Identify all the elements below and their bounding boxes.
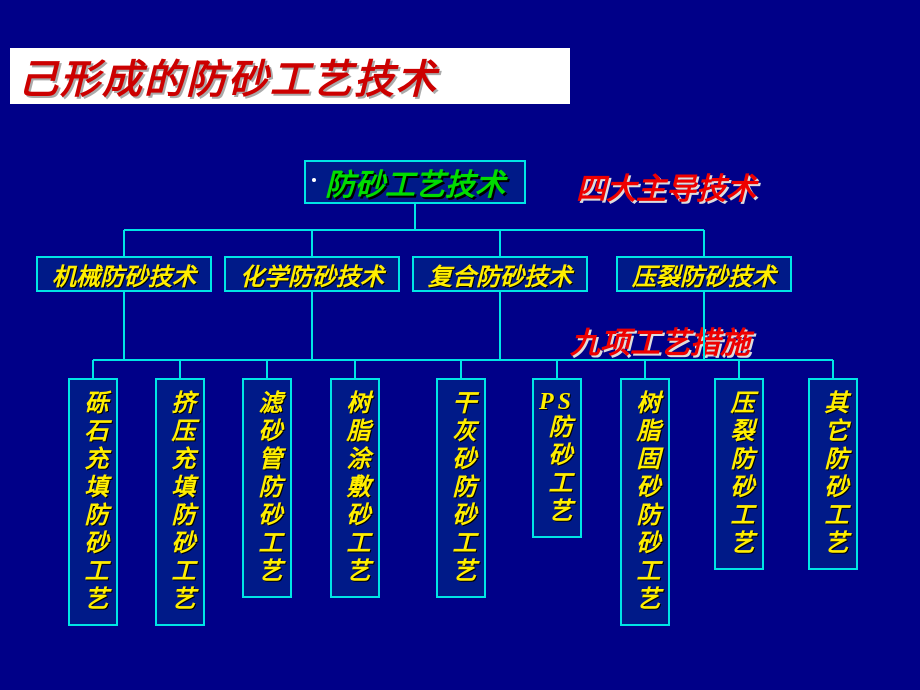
lvl2-label: 化学防砂技术 [240, 257, 384, 292]
lvl3-label: 砾石充填防砂工艺 [81, 390, 105, 614]
lvl2-label: 机械防砂技术 [52, 257, 196, 292]
lvl3-node: 其它防砂工艺 [808, 378, 858, 570]
lvl3-label: 滤砂管防砂工艺 [255, 390, 279, 586]
root-node: 防砂工艺技术 [304, 160, 526, 204]
title-bar: 己形成的防砂工艺技术 [10, 48, 570, 104]
lvl2-node: 复合防砂技术 [412, 256, 588, 292]
dot-icon [312, 178, 316, 182]
lvl2-node: 压裂防砂技术 [616, 256, 792, 292]
lvl3-node: 压裂防砂工艺 [714, 378, 764, 570]
lvl3-node: 干灰砂防砂工艺 [436, 378, 486, 598]
lvl3-label: PS防砂工艺 [539, 390, 575, 526]
lvl3-label: 挤压充填防砂工艺 [168, 390, 192, 614]
lvl3-node: 树脂固砂防砂工艺 [620, 378, 670, 626]
lvl3-node: 树脂涂敷砂工艺 [330, 378, 380, 598]
root-label: 防砂工艺技术 [325, 160, 505, 204]
lvl3-node: 滤砂管防砂工艺 [242, 378, 292, 598]
lvl3-node: 砾石充填防砂工艺 [68, 378, 118, 626]
lvl3-label: 树脂涂敷砂工艺 [343, 390, 367, 586]
callout-measures: 九项工艺措施 [570, 318, 750, 362]
page-title: 己形成的防砂工艺技术 [18, 47, 438, 105]
lvl3-label: 其它防砂工艺 [821, 390, 845, 558]
lvl3-node: 挤压充填防砂工艺 [155, 378, 205, 626]
lvl2-node: 机械防砂技术 [36, 256, 212, 292]
lvl2-label: 压裂防砂技术 [632, 257, 776, 292]
lvl2-label: 复合防砂技术 [428, 257, 572, 292]
lvl3-label: 树脂固砂防砂工艺 [633, 390, 657, 614]
lvl3-label: 干灰砂防砂工艺 [449, 390, 473, 586]
lvl3-label: 压裂防砂工艺 [727, 390, 751, 558]
callout-main-tech: 四大主导技术 [576, 164, 756, 208]
lvl3-node: PS防砂工艺 [532, 378, 582, 538]
lvl2-node: 化学防砂技术 [224, 256, 400, 292]
